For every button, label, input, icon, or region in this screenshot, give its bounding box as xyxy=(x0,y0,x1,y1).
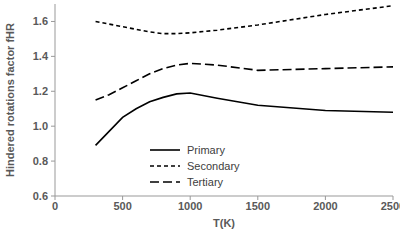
y-tick-label: 0.8 xyxy=(33,155,48,167)
y-tick xyxy=(51,91,55,92)
y-tick-label: 1.0 xyxy=(33,120,48,132)
plot-area xyxy=(96,6,393,146)
y-axis-label: Hindered rotations factor fHR xyxy=(4,23,16,177)
x-tick-label: 2000 xyxy=(313,200,337,212)
y-tick-label: 1.6 xyxy=(33,15,48,27)
y-tick xyxy=(51,21,55,22)
series-line xyxy=(96,6,393,34)
x-axis xyxy=(55,196,393,197)
legend-key xyxy=(150,165,180,167)
y-axis xyxy=(55,4,56,196)
series-line xyxy=(96,63,393,100)
legend-label: Tertiary xyxy=(187,176,224,188)
legend-key xyxy=(150,149,180,151)
legend: Primary Secondary Tertiary xyxy=(150,144,240,188)
legend-label: Secondary xyxy=(187,160,240,172)
x-tick-label: 1000 xyxy=(178,200,202,212)
x-tick-label: 2500 xyxy=(381,200,400,212)
y-tick-label: 1.2 xyxy=(33,85,48,97)
legend-label: Primary xyxy=(187,144,225,156)
x-axis-label: T(K) xyxy=(213,217,235,229)
y-tick xyxy=(51,196,55,197)
x-tick-label: 500 xyxy=(113,200,131,212)
series-line xyxy=(96,93,393,145)
chart: 0.6 0.8 1.0 1.2 1.4 1.6 0 500 1000 1500 2000 2500 T(… xyxy=(0,0,400,230)
y-tick-label: 1.4 xyxy=(33,50,49,62)
legend-key xyxy=(150,181,180,183)
y-tick-label: 0.6 xyxy=(33,190,48,202)
y-tick xyxy=(51,161,55,162)
y-tick xyxy=(51,126,55,127)
x-tick-label: 0 xyxy=(52,200,58,212)
y-tick xyxy=(51,56,55,57)
x-tick-label: 1500 xyxy=(246,200,270,212)
